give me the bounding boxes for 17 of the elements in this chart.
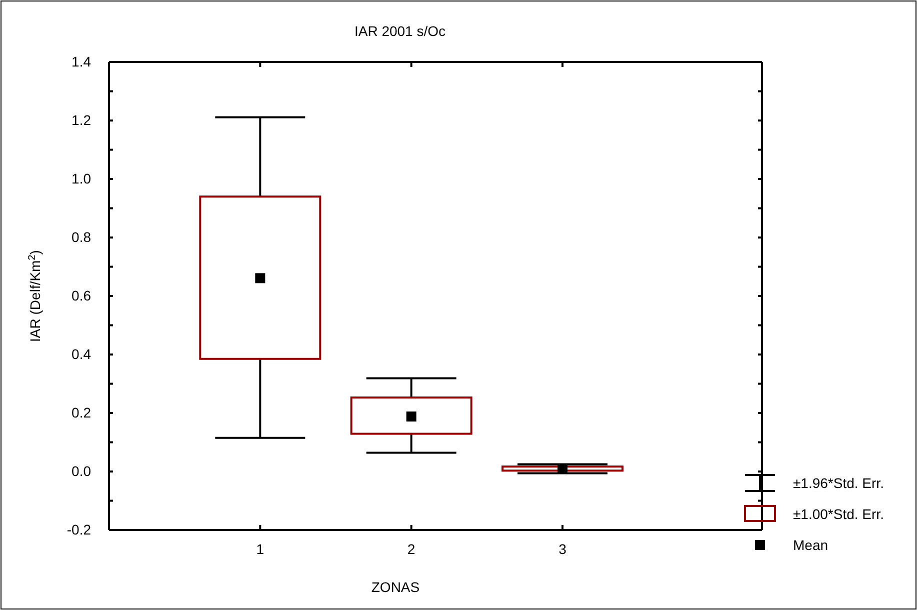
y-tick-label: 0.8 — [72, 228, 92, 245]
y-tick-label: 0.0 — [72, 462, 92, 479]
chart-title: IAR 2001 s/Oc — [354, 23, 446, 39]
text: ±1.96*Std. Err. — [793, 475, 884, 491]
y-tick-label: 0.6 — [72, 287, 92, 304]
text: Mean — [793, 537, 828, 553]
x-tick-label: 3 — [558, 540, 567, 557]
x-axis-title: ZONAS — [371, 579, 420, 595]
y-tick-label: 1.4 — [72, 53, 92, 70]
y-tick-label: 0.2 — [72, 404, 92, 420]
y-tick-label: 0.4 — [72, 346, 92, 362]
text: ±1.00*Std. Err. — [793, 506, 884, 522]
y-tick-label: 1.2 — [72, 112, 92, 128]
x-tick-label: 2 — [407, 540, 416, 557]
y-tick-label: -0.2 — [66, 521, 92, 538]
x-tick-label: 1 — [256, 540, 264, 557]
y-tick-label: 1.0 — [72, 170, 92, 186]
